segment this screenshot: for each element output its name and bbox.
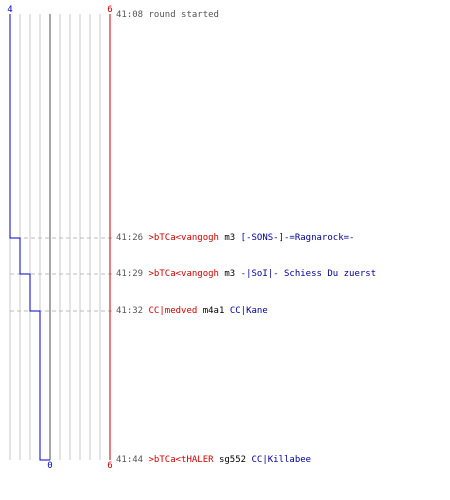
event-weapon: m3 [224,233,236,243]
event-weapon: sg552 [218,455,247,465]
event-killer: CC|medved [148,306,198,316]
event-killer: >bTCa<vangogh [148,233,219,243]
event-row: 41:44 >bTCa<tHALER sg552 CC|Killabee [116,455,311,466]
event-text: round started [148,10,219,20]
left-team-start-count: 4 [7,5,12,15]
event-time: 41:29 [116,269,144,279]
event-time: 41:44 [116,455,144,465]
event-victim: [-SONS-]-=Ragnarock=- [240,233,355,243]
event-killer: >bTCa<vangogh [148,269,219,279]
event-time: 41:32 [116,306,144,316]
graph-grid [9,14,101,460]
event-time: 41:26 [116,233,144,243]
event-victim: CC|Kane [229,306,268,316]
event-victim: CC|Killabee [251,455,312,465]
event-time: 41:08 [116,10,144,20]
event-weapon: m4a1 [202,306,225,316]
left-team-end-count: 0 [47,461,52,471]
event-victim: -|SoI|- Schiess Du zuerst [240,269,377,279]
event-row: 41:29 >bTCa<vangogh m3 -|SoI|- Schiess D… [116,269,376,280]
right-team-start-count: 6 [107,5,112,15]
event-row: 41:32 CC|medved m4a1 CC|Kane [116,306,268,317]
event-weapon: m3 [224,269,236,279]
left-team-line [9,14,50,461]
event-killer: >bTCa<tHALER [148,455,214,465]
event-row: 41:26 >bTCa<vangogh m3 [-SONS-]-=Ragnaro… [116,233,354,244]
event-row: 41:08 round started [116,10,219,21]
right-team-end-count: 6 [107,461,112,471]
